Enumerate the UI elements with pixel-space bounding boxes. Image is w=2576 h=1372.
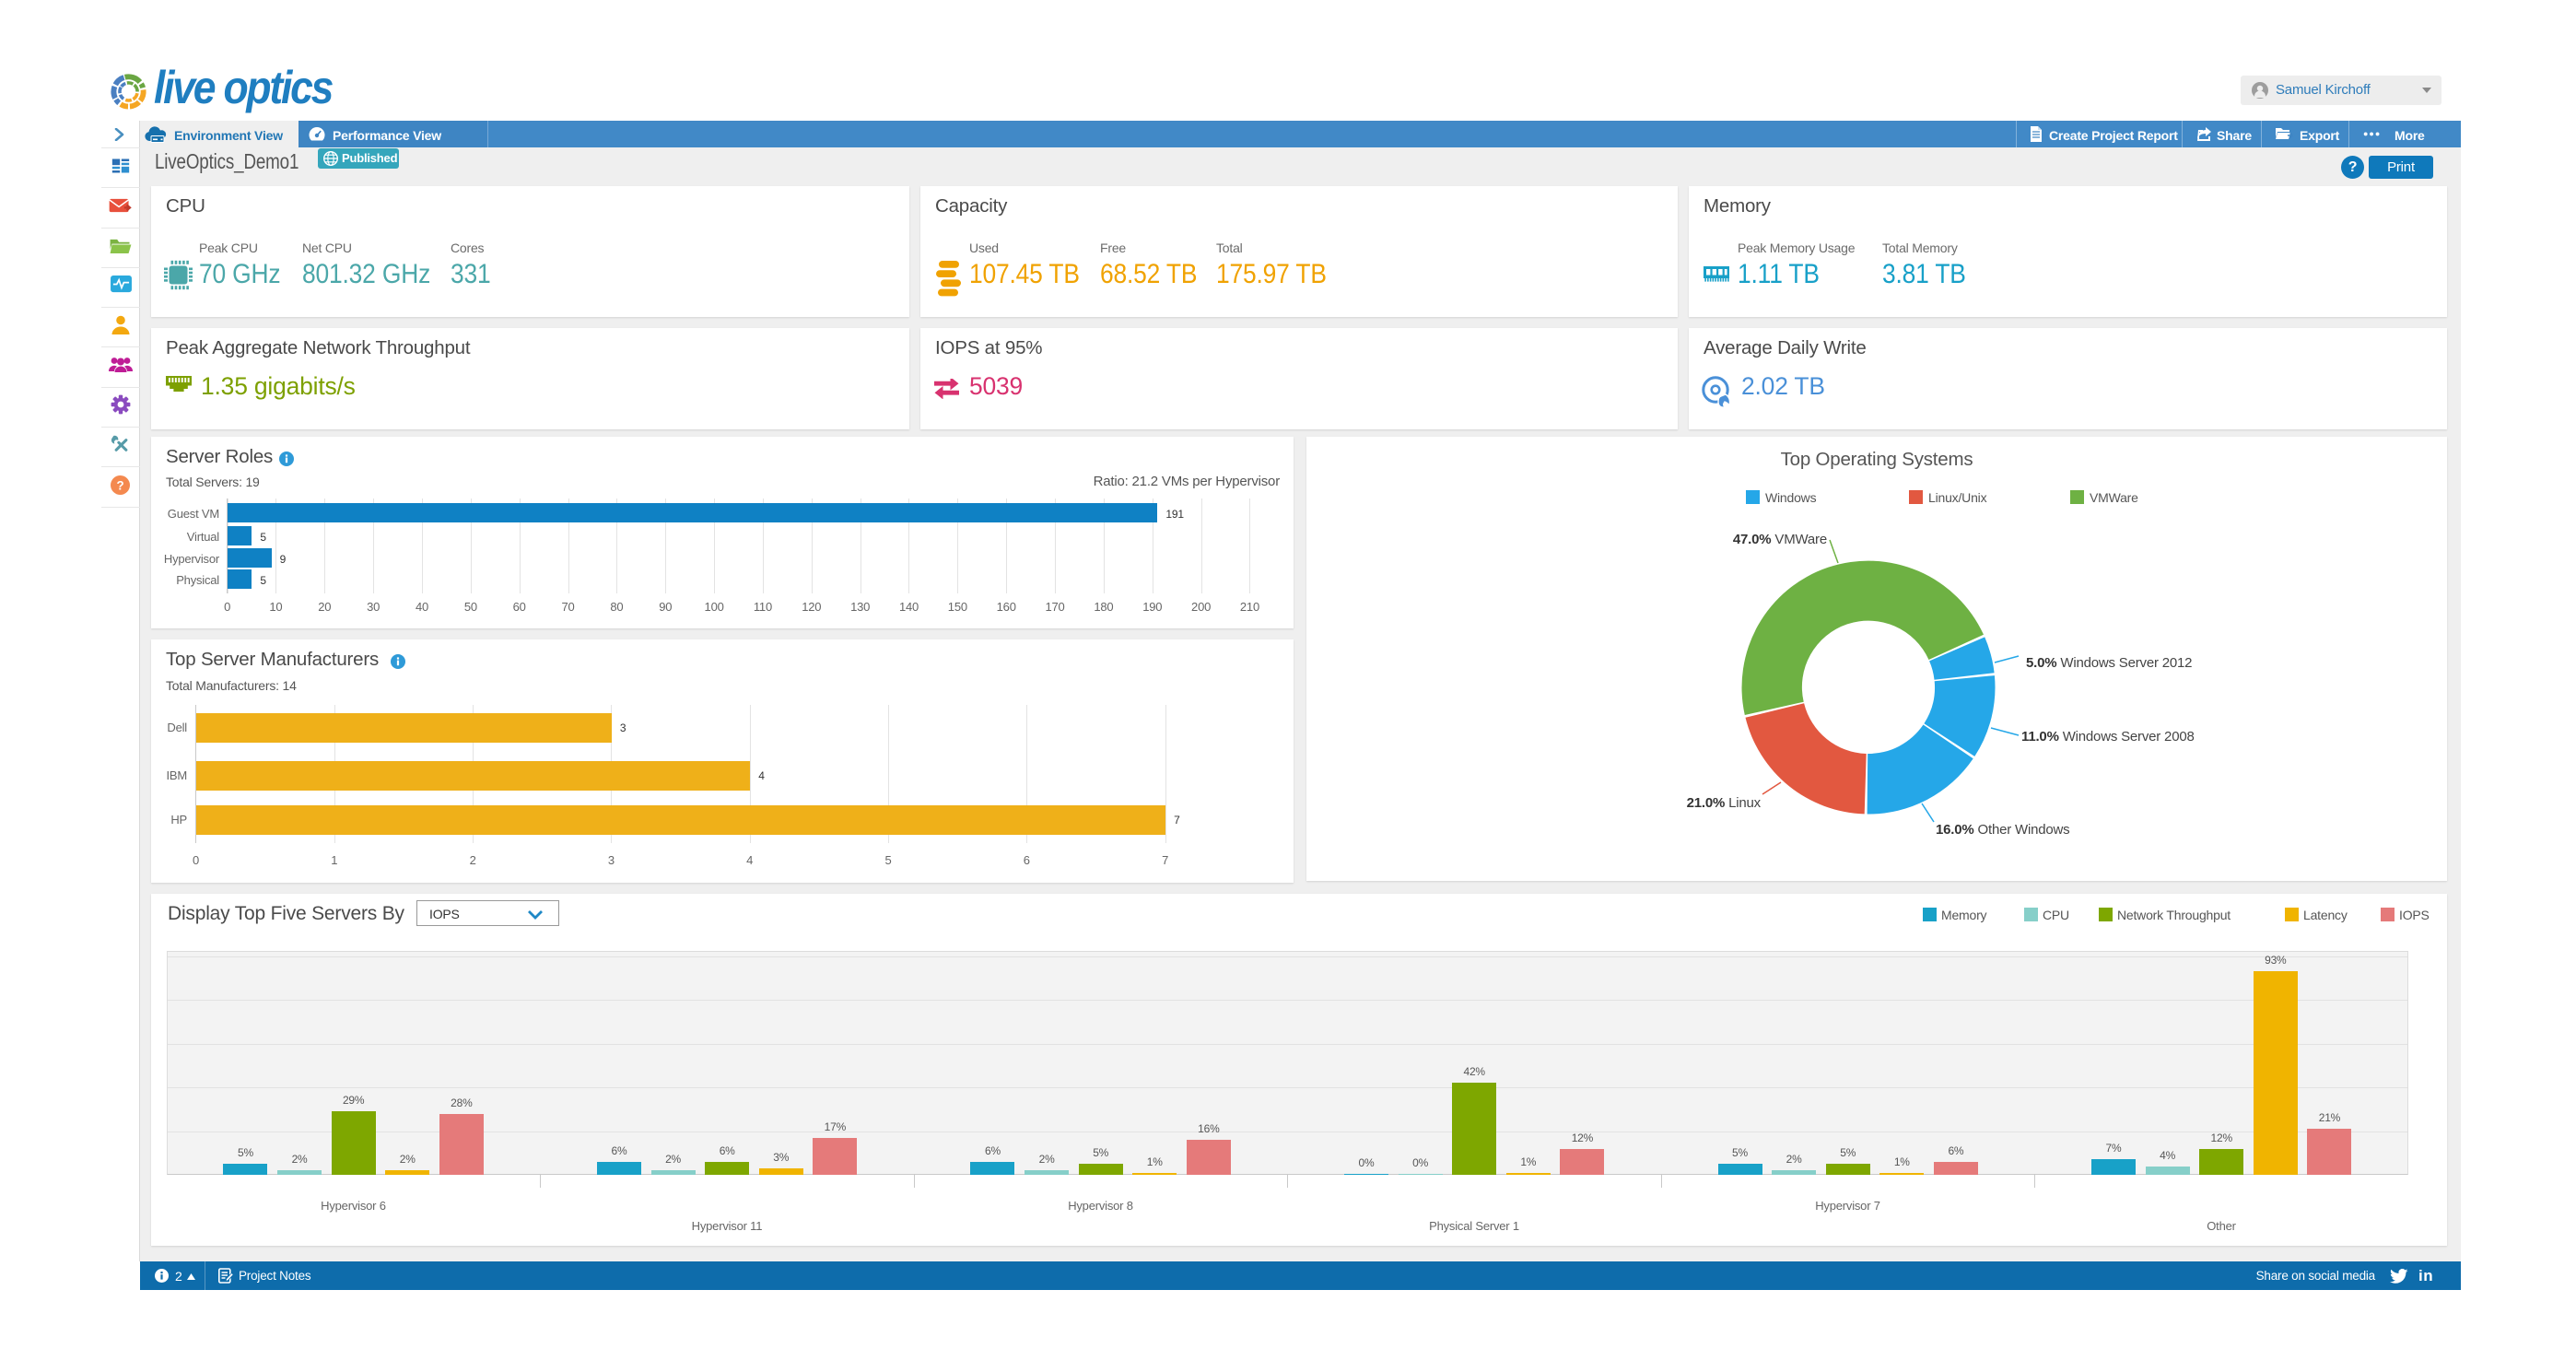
svg-text:?: ? [117, 478, 124, 492]
